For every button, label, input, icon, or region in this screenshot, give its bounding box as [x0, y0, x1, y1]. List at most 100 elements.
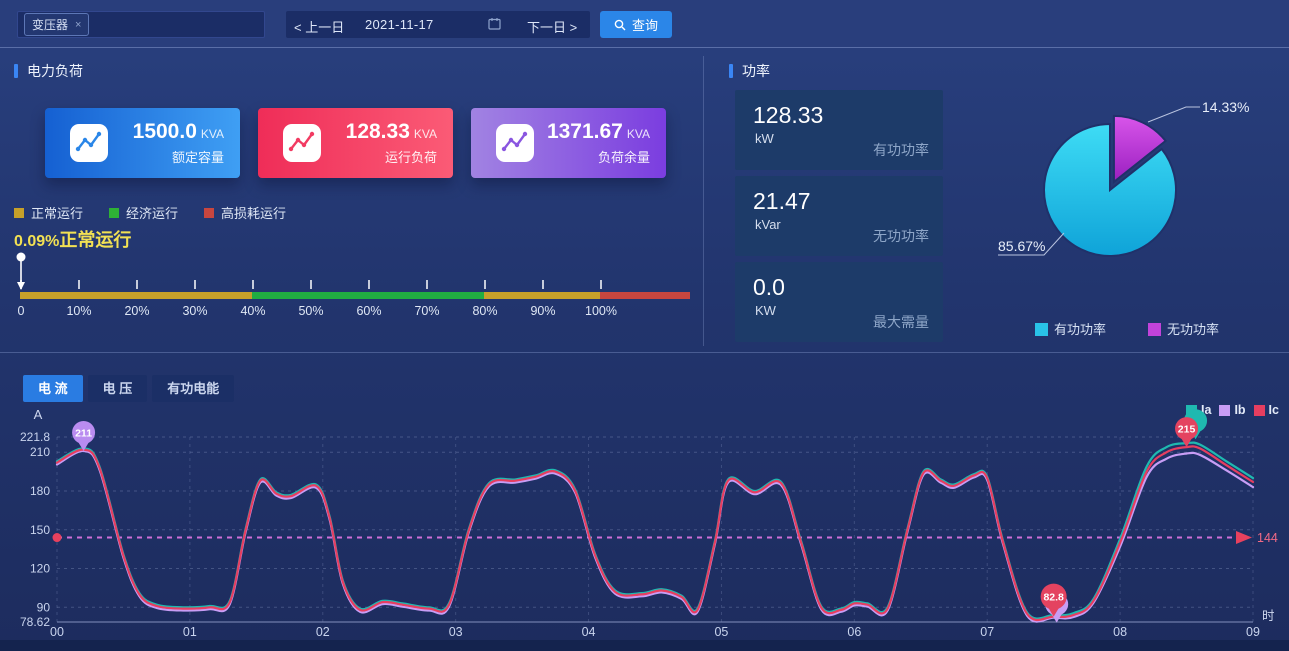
series-line-Ia	[55, 441, 1255, 620]
calendar-icon[interactable]	[488, 17, 501, 30]
gauge-marker	[11, 252, 31, 292]
gauge-tick-label: 90%	[530, 304, 556, 318]
marker-pin	[1045, 592, 1069, 623]
prev-day-button[interactable]: < 上一日	[294, 20, 345, 35]
topbar: 变压器 × < 上一日 2021-11-17 下一日 > 查询	[0, 0, 1289, 48]
device-tag[interactable]: 变压器 ×	[24, 13, 90, 36]
legend-swatch	[1219, 404, 1231, 416]
legend-swatch	[1253, 404, 1265, 416]
chart-icon	[495, 123, 535, 163]
legend-label: 正常运行	[31, 206, 84, 221]
average-line-arrow	[1236, 531, 1252, 545]
title-accent-bar	[14, 64, 18, 78]
gauge-tick	[310, 280, 312, 289]
series-legend-Ic[interactable]: Ic	[1253, 403, 1279, 417]
tag-close-icon[interactable]: ×	[75, 18, 82, 31]
pie-slice-active-power[interactable]	[1043, 122, 1177, 257]
title-accent-bar	[729, 64, 733, 78]
tab-有功电能[interactable]: 有功电能	[152, 375, 235, 402]
trend-tabs: 电 流电 压有功电能	[23, 375, 235, 402]
gauge-segment	[252, 292, 484, 299]
unit: KVA	[413, 127, 437, 141]
gauge-tick	[542, 280, 544, 289]
pie-legend-swatch[interactable]	[1035, 323, 1048, 336]
status-label: 正常运行	[59, 230, 132, 250]
device-tag-label: 变压器	[32, 18, 69, 32]
legend-swatch	[14, 207, 24, 218]
line-chart-legend: Ia Ib Ic	[1186, 403, 1279, 417]
power-load-section-title: 电力负荷	[14, 61, 83, 81]
gauge-segment	[484, 292, 600, 299]
power-label: 无功功率	[873, 228, 929, 244]
query-button[interactable]: 查询	[600, 11, 672, 38]
svg-text:215: 215	[1178, 423, 1196, 435]
power-card: 0.0 KW 最大需量	[735, 262, 943, 342]
pie-legend-label[interactable]: 无功功率	[1167, 322, 1219, 337]
legend-label: 经济运行	[126, 206, 179, 221]
load-card-text: 1371.67 KVA 负荷余量	[535, 120, 666, 166]
gauge-tick-label: 60%	[356, 304, 382, 318]
y-tick-label: 210	[30, 445, 50, 459]
pie-label-active: 85.67%	[998, 238, 1045, 254]
series-legend-Ib[interactable]: Ib	[1219, 403, 1246, 417]
bottom-strip	[0, 640, 1289, 651]
device-search-input[interactable]: 变压器 ×	[17, 11, 265, 38]
gauge-tick	[194, 280, 196, 289]
load-card: 1371.67 KVA 负荷余量	[471, 108, 666, 178]
gauge-tick	[78, 280, 80, 289]
power-pie-chart: 14.33% 85.67% 有功功率 无功功率	[998, 99, 1249, 337]
gauge-tick-label: 10%	[66, 304, 92, 318]
gauge-tick-label: 100%	[585, 304, 617, 318]
load-cards: 1500.0 KVA 额定容量 128.33 KVA 运行负荷 1371.67 KVA 负荷余量	[45, 108, 666, 178]
legend-item[interactable]: 正常运行	[14, 203, 83, 222]
power-section-title: 功率	[729, 61, 770, 81]
gauge-tick	[600, 280, 602, 289]
x-tick-label: 08	[1113, 625, 1127, 639]
svg-text:211: 211	[75, 427, 92, 439]
value: 128.33	[345, 120, 410, 143]
power-value: 0.0	[753, 274, 785, 300]
gauge-segment	[600, 292, 690, 299]
pie-legend-label[interactable]: 有功功率	[1054, 322, 1106, 337]
average-line-label: 144	[1257, 531, 1278, 545]
x-tick-label: 09	[1246, 625, 1260, 639]
gauge-tick-label: 0	[17, 304, 25, 318]
gauge-tick	[426, 280, 428, 289]
x-tick-label: 04	[582, 625, 596, 639]
legend-label: Ib	[1234, 403, 1246, 417]
marker-pin-211: 211	[72, 420, 96, 451]
series-line-Ib	[55, 449, 1255, 623]
date-field[interactable]: 2021-11-17	[365, 17, 434, 32]
legend-label: 高损耗运行	[221, 206, 287, 221]
power-unit: KW	[755, 303, 776, 318]
tab-电流[interactable]: 电 流	[23, 375, 83, 402]
pie-slice-reactive-power[interactable]	[1112, 114, 1168, 184]
vertical-divider	[703, 56, 704, 346]
chart-icon	[69, 123, 109, 163]
marker-pin-82.8: 82.8	[1040, 583, 1067, 617]
gauge-tick	[136, 280, 138, 289]
y-tick-label: 120	[30, 562, 50, 576]
power-load-title-text: 电力负荷	[27, 63, 83, 79]
legend-swatch	[204, 207, 215, 218]
tab-电压[interactable]: 电 压	[87, 375, 148, 402]
power-label: 有功功率	[873, 142, 929, 158]
legend-swatch	[109, 207, 120, 218]
legend-item[interactable]: 高损耗运行	[204, 203, 286, 222]
legend-item[interactable]: 经济运行	[109, 203, 178, 222]
y-tick-label: 90	[37, 600, 51, 614]
load-card-value: 128.33 KVA	[322, 120, 437, 144]
series-line-Ic	[55, 445, 1255, 622]
gauge-tick-label: 30%	[182, 304, 208, 318]
unit: KVA	[200, 127, 224, 141]
load-card-text: 1500.0 KVA 额定容量	[109, 120, 240, 166]
run-mode-legend: 正常运行 经济运行 高损耗运行	[14, 203, 286, 222]
load-card-text: 128.33 KVA 运行负荷	[322, 120, 453, 166]
pie-legend-swatch[interactable]	[1148, 323, 1161, 336]
power-card: 21.47 kVar 无功功率	[735, 176, 943, 256]
chart-icon	[282, 123, 322, 163]
load-card-label: 额定容量	[171, 150, 224, 165]
series-legend-Ia[interactable]: Ia	[1186, 403, 1211, 417]
y-axis-unit: A	[34, 407, 43, 422]
next-day-button[interactable]: 下一日 >	[527, 20, 578, 35]
